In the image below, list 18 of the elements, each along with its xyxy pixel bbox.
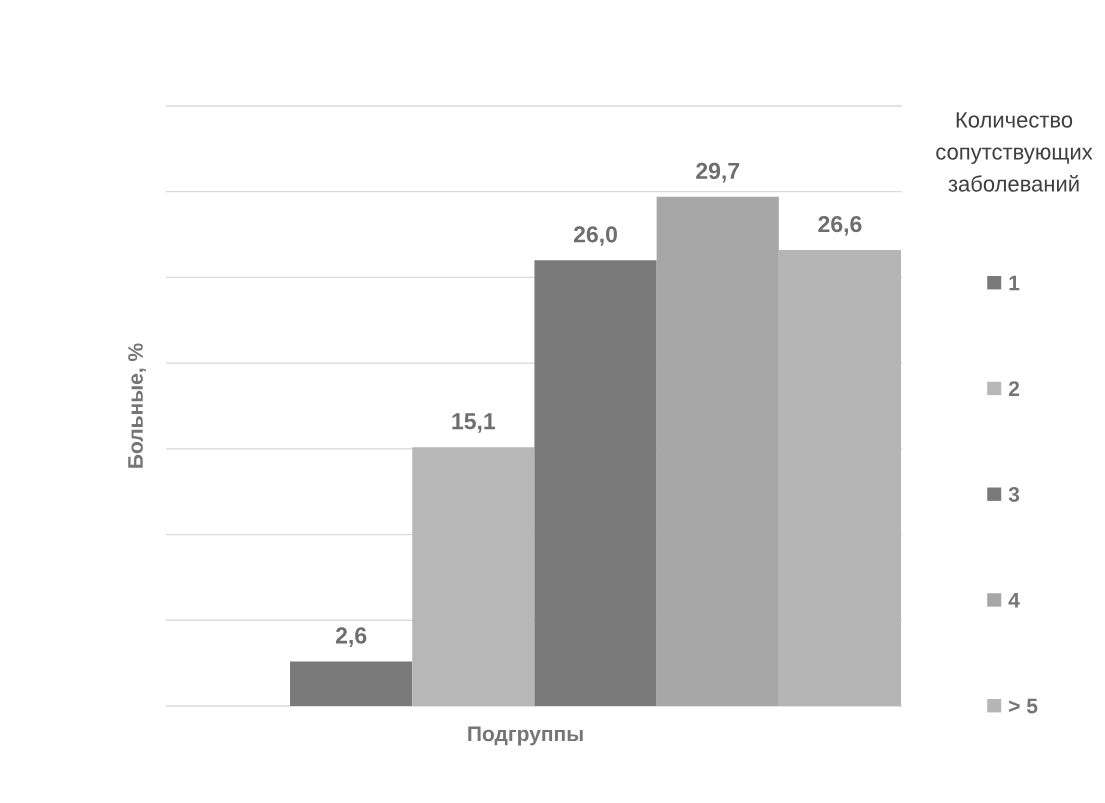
legend-label: 4 xyxy=(1008,593,1020,608)
legend-label: > 5 xyxy=(1009,698,1038,714)
data-label: 26,6 xyxy=(818,215,862,236)
x-axis-title: Подгруппы xyxy=(468,726,583,746)
data-label: 2,6 xyxy=(335,627,367,647)
bar xyxy=(656,196,779,706)
legend-title: Количество сопутствующих заболеваний xyxy=(936,112,1093,192)
data-label: 15,1 xyxy=(452,413,496,433)
data-label: 26,0 xyxy=(573,226,617,246)
bar xyxy=(534,260,657,706)
legend-label: 1 xyxy=(1009,275,1020,291)
bar xyxy=(412,447,535,706)
legend-label: 3 xyxy=(1008,487,1020,502)
data-label: 29,7 xyxy=(696,162,740,183)
y-axis-title: Больные, % xyxy=(128,343,146,468)
legend-label: 2 xyxy=(1008,381,1020,396)
bar xyxy=(290,661,413,706)
bar xyxy=(778,249,902,706)
